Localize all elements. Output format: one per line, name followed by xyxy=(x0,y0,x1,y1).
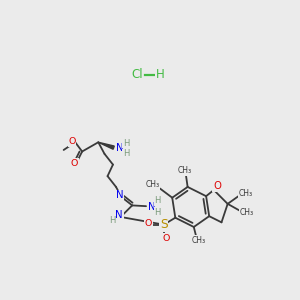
Text: CH₃: CH₃ xyxy=(178,166,192,175)
Text: H: H xyxy=(154,208,161,217)
Text: N: N xyxy=(116,143,124,153)
Text: H: H xyxy=(155,68,164,81)
Text: H: H xyxy=(123,149,129,158)
Text: N: N xyxy=(148,202,155,212)
Text: H: H xyxy=(123,139,129,148)
Text: O: O xyxy=(213,181,221,191)
Text: N: N xyxy=(116,190,124,200)
Text: Cl: Cl xyxy=(131,68,142,81)
Text: CH₃: CH₃ xyxy=(191,236,206,244)
Text: O: O xyxy=(71,158,78,167)
Text: CH₃: CH₃ xyxy=(145,180,159,189)
Text: O: O xyxy=(68,137,76,146)
Text: S: S xyxy=(160,218,168,231)
Text: H: H xyxy=(109,216,116,225)
Text: O: O xyxy=(145,219,152,228)
Text: CH₃: CH₃ xyxy=(240,208,254,217)
Text: O: O xyxy=(162,234,170,243)
Text: CH₃: CH₃ xyxy=(238,189,252,198)
Text: N: N xyxy=(115,210,123,220)
Polygon shape xyxy=(98,142,114,149)
Text: H: H xyxy=(154,196,161,205)
